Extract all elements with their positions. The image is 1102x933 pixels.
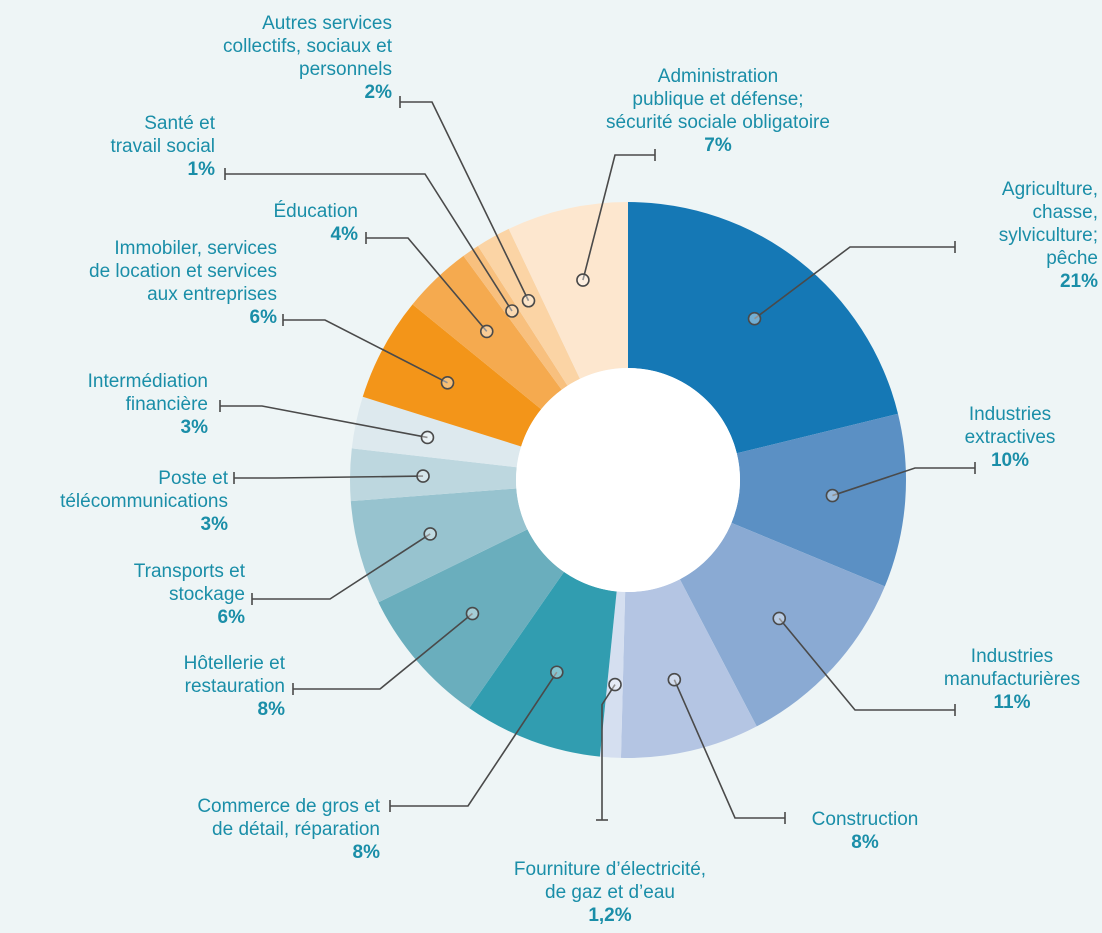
leader-dot <box>465 606 480 621</box>
value-label: 6% <box>217 607 245 628</box>
leader-dot <box>420 430 435 445</box>
leader-dot <box>747 311 762 326</box>
value-label: 1,2% <box>588 905 632 926</box>
category-label: Industries manufacturières <box>943 646 1081 690</box>
value-label: 21% <box>1059 271 1098 292</box>
leader-line <box>390 671 558 807</box>
slice-label: Intermédiation financière 3% <box>88 370 208 439</box>
leader-dot <box>423 527 438 541</box>
category-label: Transports et stockage <box>133 561 245 605</box>
leader-line <box>754 246 955 320</box>
leader-dot <box>521 293 536 308</box>
value-label: 6% <box>249 307 277 328</box>
value-label: 4% <box>330 224 358 245</box>
leader-line <box>293 612 473 690</box>
leader-line <box>582 154 655 281</box>
slice-label: Commerce de gros et de détail, réparatio… <box>197 795 380 864</box>
leader-line <box>234 475 424 479</box>
donut-slice <box>679 522 885 727</box>
donut-slice <box>469 571 617 757</box>
donut-slice <box>508 202 628 379</box>
category-label: Industries extractives <box>964 404 1056 448</box>
leader-line <box>366 237 488 332</box>
value-label: 8% <box>257 699 285 720</box>
slice-label: Éducation 4% <box>273 200 358 246</box>
donut-slice <box>351 396 522 468</box>
category-label: Agriculture, chasse, sylviculture; pêche <box>998 179 1098 269</box>
leader-dot <box>825 488 840 503</box>
value-label: 11% <box>993 692 1031 713</box>
category-label: Éducation <box>273 201 358 222</box>
value-label: 2% <box>364 82 392 103</box>
value-label: 7% <box>704 135 732 156</box>
leader-dot <box>416 469 430 483</box>
slice-label: Fourniture d’électricité, de gaz et d’ea… <box>514 858 706 927</box>
donut-slice <box>731 413 906 587</box>
donut-slice <box>599 591 626 758</box>
slice-label: Santé et travail social 1% <box>110 112 215 181</box>
donut-slice <box>362 304 542 447</box>
leader-line <box>225 173 513 312</box>
leader-dot <box>608 677 622 692</box>
slice-label: Hôtellerie et restauration 8% <box>184 652 285 721</box>
slice-label: Immobiler, services de location et servi… <box>89 237 277 329</box>
slice-label: Agriculture, chasse, sylviculture; pêche… <box>999 178 1098 293</box>
leader-line <box>673 679 785 819</box>
slice-label: Transports et stockage 6% <box>134 560 245 629</box>
leader-line <box>778 617 955 711</box>
category-label: Administration publique et défense; sécu… <box>606 66 830 133</box>
value-label: 1% <box>187 159 215 180</box>
slice-label: Autres services collectifs, sociaux et p… <box>223 12 392 104</box>
leader-line <box>400 101 530 302</box>
leader-line <box>832 467 975 497</box>
leader-line <box>220 405 428 439</box>
value-label: 8% <box>352 842 380 863</box>
category-label: Intermédiation financière <box>87 371 208 415</box>
leader-line <box>252 533 431 600</box>
value-label: 8% <box>851 832 879 853</box>
category-label: Immobiler, services de location et servi… <box>89 238 277 305</box>
donut-hole <box>516 368 740 592</box>
slice-label: Poste et télécommunications 3% <box>60 467 228 536</box>
donut-slice <box>628 202 898 454</box>
category-label: Fourniture d’électricité, de gaz et d’ea… <box>513 859 707 903</box>
category-label: Hôtellerie et restauration <box>183 653 285 697</box>
category-label: Autres services collectifs, sociaux et p… <box>223 13 392 80</box>
donut-slice <box>350 488 528 603</box>
slice-label: Industries extractives 10% <box>965 403 1056 472</box>
category-label: Santé et travail social <box>110 113 215 157</box>
slice-label: Construction 8% <box>812 808 919 854</box>
leader-line <box>283 319 448 384</box>
donut-slice <box>350 448 517 502</box>
leader-dot <box>576 273 590 287</box>
value-label: 3% <box>200 514 228 535</box>
donut-slice <box>412 255 562 410</box>
leader-dot <box>440 375 455 390</box>
leader-dot <box>479 324 494 339</box>
leader-dot <box>772 611 787 626</box>
leader-line <box>601 684 616 820</box>
slice-label: Administration publique et défense; sécu… <box>606 65 830 157</box>
donut-slice <box>463 245 568 390</box>
leader-dot <box>505 304 519 318</box>
donut-slice <box>620 579 757 758</box>
slice-label: Industries manufacturières 11% <box>944 645 1080 714</box>
value-label: 3% <box>180 417 208 438</box>
category-label: Poste et télécommunications <box>60 468 228 512</box>
category-label: Construction <box>811 809 919 830</box>
leader-dot <box>550 665 564 680</box>
category-label: Commerce de gros et de détail, réparatio… <box>197 796 380 840</box>
leader-dot <box>667 672 682 687</box>
value-label: 10% <box>990 450 1030 471</box>
